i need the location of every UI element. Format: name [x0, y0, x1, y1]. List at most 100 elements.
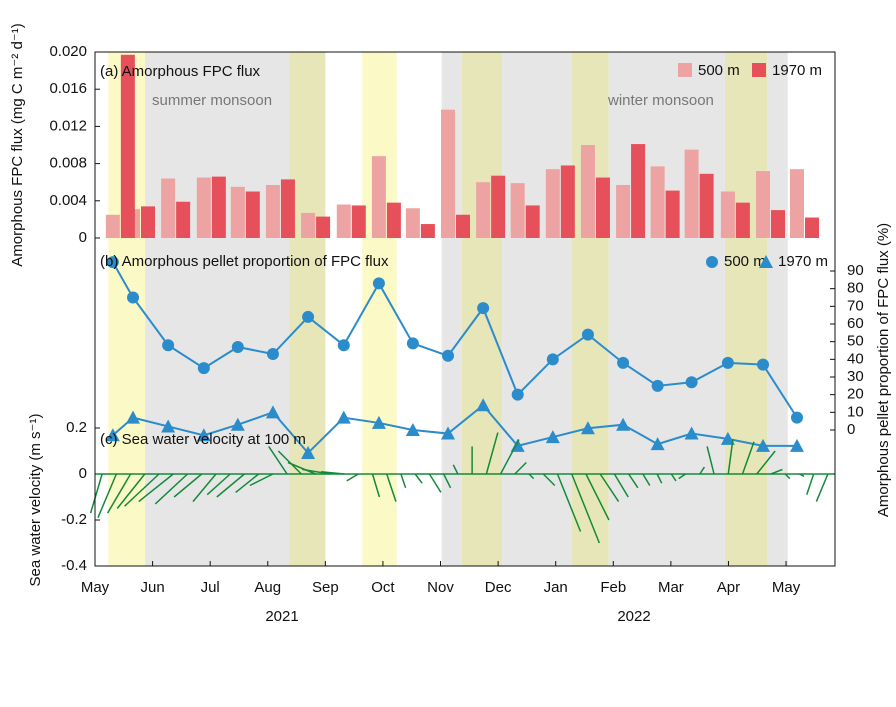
- point: [105, 428, 120, 442]
- band: [725, 52, 768, 566]
- velocity-stick: [542, 473, 556, 487]
- bar: [560, 165, 575, 238]
- y-tick-label: 0: [79, 229, 87, 246]
- velocity-stick: [442, 473, 452, 489]
- velocity-stick: [784, 473, 791, 480]
- legend-swatch: [678, 63, 692, 77]
- bar: [405, 208, 420, 238]
- bar: [336, 204, 351, 238]
- point: [616, 417, 631, 431]
- velocity-stick: [116, 473, 146, 509]
- velocity-stick: [452, 464, 459, 475]
- velocity-stick: [154, 473, 189, 505]
- bar: [230, 186, 245, 238]
- x-tick-label: Oct: [371, 579, 395, 596]
- velocity-stick: [806, 473, 815, 495]
- bar: [105, 214, 120, 238]
- y-tick-label: 60: [847, 315, 864, 332]
- point: [789, 438, 804, 452]
- legend-swatch: [752, 63, 766, 77]
- bar: [545, 169, 560, 238]
- bar: [441, 109, 456, 238]
- y-tick-label: 80: [847, 280, 864, 297]
- velocity-stick: [89, 473, 103, 514]
- point: [301, 445, 316, 459]
- y-tick-label: 20: [847, 386, 864, 403]
- bar: [771, 210, 786, 238]
- y-tick-label: 0: [79, 465, 87, 482]
- legend-marker: [706, 256, 718, 268]
- band: [571, 52, 609, 566]
- velocity-stick: [302, 468, 330, 475]
- bar: [510, 183, 525, 238]
- point: [651, 379, 664, 392]
- y-tick-label: 0.2: [66, 419, 87, 436]
- x-tick-label: Nov: [427, 579, 454, 596]
- point: [685, 376, 698, 389]
- bar: [580, 145, 595, 238]
- bar: [420, 224, 435, 238]
- y-tick-label: -0.4: [61, 557, 87, 574]
- point: [756, 438, 771, 452]
- plot-frame: [94, 51, 836, 567]
- velocity-stick: [599, 473, 620, 503]
- velocity-stick: [571, 473, 601, 544]
- bar: [616, 184, 631, 238]
- point: [265, 405, 280, 419]
- point: [196, 428, 211, 442]
- point: [650, 437, 665, 451]
- velocity-stick: [642, 473, 651, 486]
- bar: [176, 201, 191, 238]
- y-axis-title: Amorphous FPC flux (mg C m⁻² d⁻¹): [9, 23, 26, 266]
- velocity-stick: [138, 473, 174, 503]
- bar: [631, 144, 646, 238]
- legend-label: 500 m: [698, 62, 740, 79]
- x-tick-label: May: [81, 579, 110, 596]
- point: [336, 410, 351, 424]
- x-tick-label: Dec: [485, 579, 512, 596]
- y-tick-label: 0: [847, 421, 855, 438]
- band: [767, 52, 788, 566]
- point: [302, 310, 315, 323]
- point: [406, 337, 419, 350]
- y-tick-label: 0.012: [49, 117, 87, 134]
- bar: [265, 184, 280, 238]
- point: [162, 339, 175, 352]
- point: [721, 356, 734, 369]
- velocity-stick: [235, 473, 260, 493]
- point: [266, 348, 279, 361]
- panel-title: (c) Sea water velocity at 100 m: [100, 431, 306, 448]
- velocity-stick: [799, 473, 805, 477]
- point: [441, 426, 456, 440]
- bar: [211, 176, 226, 238]
- bar: [756, 171, 771, 238]
- point: [442, 349, 455, 362]
- velocity-stick: [678, 473, 686, 480]
- point: [617, 356, 630, 369]
- velocity-stick: [124, 473, 160, 507]
- y-tick-label: 0.004: [49, 192, 87, 209]
- annotation: summer monsoon: [152, 92, 272, 109]
- x-tick-label: Jul: [201, 579, 220, 596]
- panel-title: (b) Amorphous pellet proportion of FPC f…: [100, 253, 389, 270]
- point: [790, 411, 803, 424]
- annotation: winter monsoon: [607, 92, 714, 109]
- velocity-stick: [741, 441, 755, 475]
- legend-label: 1970 m: [778, 253, 828, 270]
- y-tick-label: 30: [847, 368, 864, 385]
- bar: [141, 206, 156, 238]
- year-label: 2022: [617, 608, 650, 625]
- x-tick-label: Apr: [717, 579, 740, 596]
- band: [502, 52, 572, 566]
- bar: [456, 214, 471, 238]
- bar: [804, 217, 819, 238]
- velocity-stick: [770, 468, 783, 475]
- velocity-stick: [414, 473, 423, 484]
- velocity-stick: [287, 461, 316, 475]
- y-tick-label: 0.020: [49, 43, 87, 60]
- velocity-stick: [320, 470, 345, 475]
- y-tick-label: 40: [847, 350, 864, 367]
- velocity-stick: [386, 473, 397, 502]
- point: [371, 415, 386, 429]
